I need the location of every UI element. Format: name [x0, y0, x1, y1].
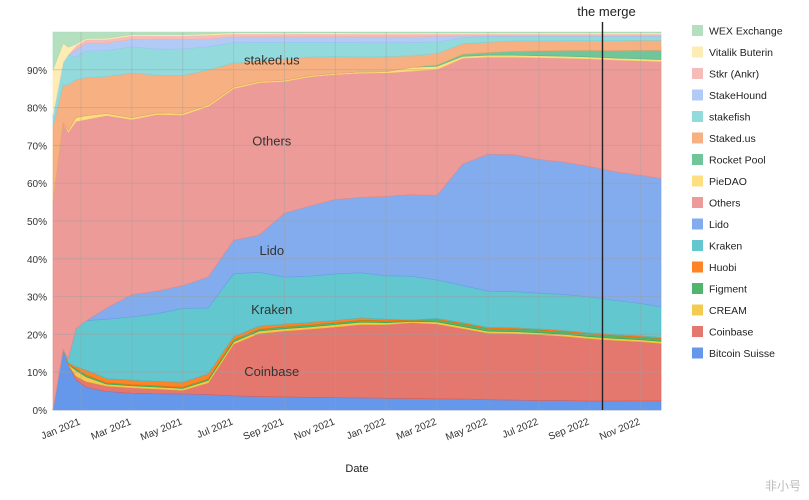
legend-label-lido: Lido — [709, 219, 729, 231]
legend-label-wex-exchange: WEX Exchange — [709, 26, 783, 38]
legend-swatch-huobi — [692, 261, 703, 273]
legend-swatch-vitalik-buterin — [692, 46, 703, 58]
area-annotations: staked.us Others Lido Kraken Coinbase — [244, 52, 300, 379]
legend-label-vitalik-buterin: Vitalik Buterin — [709, 47, 773, 59]
legend: WEX Exchange Vitalik Buterin Stkr (Ankr) St… — [692, 25, 783, 360]
y-tick-label: 40% — [27, 255, 47, 266]
legend-label-staked-us: Staked.us — [709, 133, 756, 145]
legend-swatch-piedao — [692, 175, 703, 187]
legend-swatch-stkr-ankr — [692, 68, 703, 79]
legend-swatch-others — [692, 197, 703, 208]
gridlines — [53, 32, 661, 411]
legend-swatch-coinbase — [692, 326, 703, 337]
annotation-coinbase: Coinbase — [244, 364, 299, 379]
legend-swatch-stakefish — [692, 111, 703, 122]
y-tick-label: 70% — [27, 141, 47, 152]
legend-swatch-kraken — [692, 240, 703, 251]
y-tick-label: 60% — [27, 179, 47, 190]
legend-label-rocket-pool: Rocket Pool — [709, 155, 766, 167]
area-series-group — [52, 31, 662, 411]
area-wex-exchange — [52, 31, 662, 70]
legend-swatch-figment — [692, 283, 703, 294]
merge-label: the merge — [577, 4, 636, 19]
y-tick-label: 80% — [27, 104, 47, 115]
merge-marker: the merge — [577, 4, 636, 410]
annotation-staked-us: staked.us — [244, 52, 300, 67]
y-tick-label: 30% — [27, 293, 47, 304]
y-tick-label: 90% — [27, 66, 47, 77]
annotation-lido: Lido — [259, 243, 284, 258]
legend-label-others: Others — [709, 198, 741, 210]
legend-swatch-wex-exchange — [692, 25, 703, 36]
legend-label-bitcoin-suisse: Bitcoin Suisse — [709, 348, 775, 360]
legend-label-coinbase: Coinbase — [709, 327, 754, 339]
legend-label-figment: Figment — [709, 284, 747, 296]
annotation-others: Others — [252, 134, 292, 149]
legend-label-piedao: PieDAO — [709, 176, 747, 188]
legend-swatch-rocket-pool — [692, 154, 703, 165]
legend-swatch-cream — [692, 304, 703, 316]
y-tick-label: 0% — [33, 406, 48, 417]
legend-swatch-staked-us — [692, 132, 703, 144]
y-tick-label: 10% — [27, 368, 47, 379]
legend-label-kraken: Kraken — [709, 241, 742, 253]
y-tick-label: 20% — [27, 330, 47, 341]
legend-swatch-lido — [692, 218, 703, 230]
y-axis-tick-labels: 0% 10% 20% 30% 40% 50% 60% 70% 80% 90% — [27, 66, 47, 417]
y-tick-label: 50% — [27, 217, 47, 228]
watermark: 非小号 — [764, 479, 801, 493]
legend-swatch-stakehound — [692, 89, 703, 101]
legend-label-stakehound: StakeHound — [709, 90, 767, 102]
x-axis-label: Date — [345, 463, 368, 475]
legend-label-stkr-ankr: Stkr (Ankr) — [709, 69, 759, 81]
annotation-kraken: Kraken — [251, 302, 292, 317]
legend-label-huobi: Huobi — [709, 262, 736, 274]
legend-label-stakefish: stakefish — [709, 112, 751, 124]
legend-swatch-bitcoin-suisse — [692, 347, 703, 359]
legend-label-cream: CREAM — [709, 305, 747, 317]
